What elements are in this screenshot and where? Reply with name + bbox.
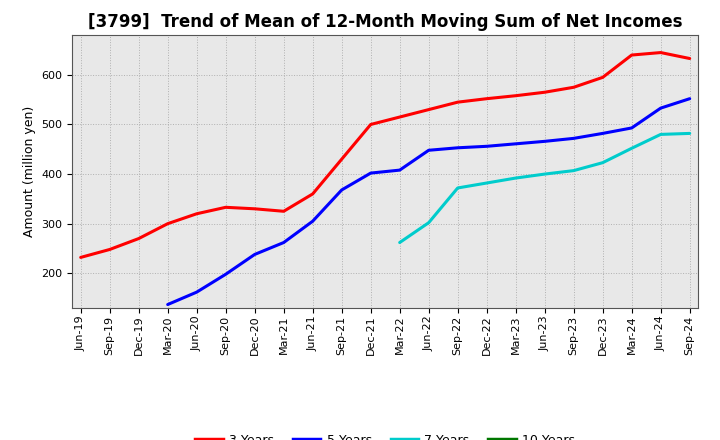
5 Years: [308, 219, 317, 224]
5 Years: [511, 141, 520, 147]
7 Years: [395, 240, 404, 245]
3 Years: [511, 93, 520, 99]
3 Years: [598, 75, 607, 80]
7 Years: [424, 220, 433, 225]
3 Years: [424, 107, 433, 112]
3 Years: [221, 205, 230, 210]
7 Years: [685, 131, 694, 136]
Title: [3799]  Trend of Mean of 12-Month Moving Sum of Net Incomes: [3799] Trend of Mean of 12-Month Moving …: [88, 13, 683, 31]
3 Years: [308, 191, 317, 197]
7 Years: [541, 172, 549, 177]
3 Years: [482, 96, 491, 101]
5 Years: [424, 148, 433, 153]
3 Years: [366, 122, 375, 127]
Legend: 3 Years, 5 Years, 7 Years, 10 Years: 3 Years, 5 Years, 7 Years, 10 Years: [191, 429, 580, 440]
5 Years: [657, 106, 665, 111]
7 Years: [627, 146, 636, 151]
7 Years: [598, 160, 607, 165]
5 Years: [570, 136, 578, 141]
5 Years: [366, 170, 375, 176]
5 Years: [192, 290, 201, 295]
Line: 5 Years: 5 Years: [168, 99, 690, 304]
3 Years: [192, 211, 201, 216]
3 Years: [105, 247, 114, 252]
3 Years: [454, 99, 462, 105]
3 Years: [135, 236, 143, 241]
3 Years: [251, 206, 259, 212]
5 Years: [454, 145, 462, 150]
5 Years: [598, 131, 607, 136]
7 Years: [511, 176, 520, 181]
5 Years: [251, 252, 259, 257]
3 Years: [541, 90, 549, 95]
5 Years: [395, 168, 404, 173]
Line: 7 Years: 7 Years: [400, 133, 690, 242]
3 Years: [570, 84, 578, 90]
Line: 3 Years: 3 Years: [81, 52, 690, 257]
3 Years: [338, 157, 346, 162]
5 Years: [279, 240, 288, 245]
5 Years: [541, 139, 549, 144]
5 Years: [627, 125, 636, 131]
7 Years: [482, 180, 491, 186]
5 Years: [338, 187, 346, 193]
7 Years: [570, 168, 578, 173]
5 Years: [163, 302, 172, 307]
3 Years: [395, 114, 404, 120]
Y-axis label: Amount (million yen): Amount (million yen): [22, 106, 35, 237]
5 Years: [685, 96, 694, 101]
5 Years: [482, 144, 491, 149]
7 Years: [454, 185, 462, 191]
3 Years: [279, 209, 288, 214]
7 Years: [657, 132, 665, 137]
3 Years: [657, 50, 665, 55]
3 Years: [163, 221, 172, 226]
5 Years: [221, 271, 230, 277]
3 Years: [76, 255, 85, 260]
3 Years: [685, 56, 694, 61]
3 Years: [627, 52, 636, 58]
